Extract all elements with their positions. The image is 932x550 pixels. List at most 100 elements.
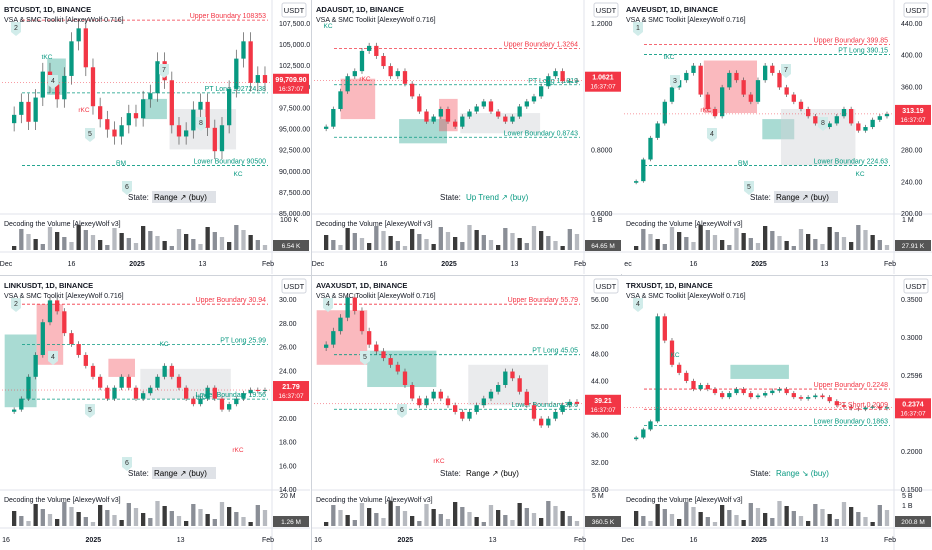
x-tick-label: 2025	[751, 537, 767, 544]
candle-body	[517, 106, 522, 117]
volume-indicator-label[interactable]: Decoding the Volume [AlexeyWolf v3]	[316, 497, 433, 504]
volume-bar	[388, 501, 393, 526]
volume-bar	[33, 504, 38, 526]
chart-panel-link[interactable]: USDT30.0028.0026.0024.0022.0020.0018.001…	[0, 276, 310, 550]
candle-body	[546, 418, 551, 426]
candle-body	[481, 398, 486, 406]
chart-panel-btc[interactable]: USDT107,500.00105,000.00102,500.00100,00…	[0, 0, 310, 274]
volume-indicator-label[interactable]: Decoding the Volume [AlexeyWolf v3]	[4, 497, 121, 504]
volume-bar	[69, 242, 74, 250]
volume-indicator-label[interactable]: Decoding the Volume [AlexeyWolf v3]	[626, 221, 743, 228]
volume-bar	[784, 506, 789, 526]
volume-bar	[205, 514, 210, 526]
chart-panel-avax[interactable]: USDT56.0052.0048.0044.0040.0036.0032.002…	[312, 276, 622, 550]
x-tick-label: 13	[177, 537, 185, 544]
currency-badge[interactable]	[593, 278, 619, 294]
wave-marker	[360, 351, 370, 365]
chart-title[interactable]: LINKUSDT, 1D, BINANCE	[4, 281, 93, 290]
volume-bar	[798, 229, 804, 250]
candle-body	[634, 181, 639, 183]
chart-title[interactable]: AAVEUSDT, 1D, BINANCE	[626, 5, 718, 14]
volume-bar	[205, 227, 210, 250]
chart-panel-aave[interactable]: USDT440.00400.00360.00320.00280.00240.00…	[622, 0, 932, 274]
volume-bar	[12, 246, 17, 250]
volume-bar	[705, 517, 710, 526]
candle-body	[255, 75, 260, 83]
volume-bar	[546, 236, 551, 250]
volume-bar	[720, 505, 725, 526]
volume-indicator-label[interactable]: Decoding the Volume [AlexeyWolf v3]	[626, 497, 743, 504]
kc-marker: tKC	[664, 54, 675, 61]
candle-body	[119, 376, 124, 388]
candle-body	[453, 121, 458, 127]
candle-body	[748, 94, 753, 102]
candle-body	[219, 125, 225, 152]
indicator-label[interactable]: VSA & SMC Toolkit [AlexeyWolf 0.716]	[4, 293, 124, 300]
indicator-label[interactable]: VSA & SMC Toolkit [AlexeyWolf 0.716]	[316, 17, 436, 24]
chart-title[interactable]: ADAUSDT, 1D, BINANCE	[316, 5, 404, 14]
candle-body	[119, 125, 124, 137]
boundary-label: PT Long 25.99	[220, 338, 266, 345]
volume-bar	[648, 521, 653, 526]
volume-bar	[191, 239, 196, 250]
indicator-label[interactable]: VSA & SMC Toolkit [AlexeyWolf 0.716]	[4, 17, 124, 24]
currency-badge[interactable]	[903, 278, 929, 294]
x-tick-label: 16	[314, 537, 322, 544]
smc-zone	[367, 350, 437, 388]
volume-bar	[112, 515, 117, 526]
volume-bar	[553, 506, 558, 526]
volume-indicator-label[interactable]: Decoding the Volume [AlexeyWolf v3]	[4, 221, 121, 228]
volume-bar	[410, 229, 415, 250]
chart-svg-btc: USDT107,500.00105,000.00102,500.00100,00…	[0, 0, 310, 274]
last-price-value: 39.21	[594, 398, 612, 405]
volume-bar	[90, 522, 96, 526]
y-tick-label: 92,500.00	[279, 148, 310, 155]
volume-bar	[324, 522, 329, 526]
x-tick-label: Dec	[0, 261, 13, 268]
volume-bar	[417, 234, 422, 250]
currency-badge[interactable]	[281, 2, 307, 18]
indicator-label[interactable]: VSA & SMC Toolkit [AlexeyWolf 0.716]	[626, 17, 746, 24]
wave-marker-label: 3	[673, 78, 677, 85]
chart-title[interactable]: BTCUSDT, 1D, BINANCE	[4, 5, 91, 14]
volume-bar	[510, 520, 515, 526]
candle-body	[227, 404, 232, 410]
volume-bar	[176, 229, 182, 250]
y-tick-label: 44.00	[591, 378, 609, 385]
candle-body	[133, 113, 139, 119]
boundary-label: Lower Boundary 33.6	[511, 402, 578, 409]
indicator-label[interactable]: VSA & SMC Toolkit [AlexeyWolf 0.716]	[316, 293, 436, 300]
volume-bar	[720, 240, 725, 250]
volume-bar	[47, 227, 53, 250]
chart-title[interactable]: AVAXUSDT, 1D, BINANCE	[316, 281, 407, 290]
kc-marker: KC	[233, 171, 242, 178]
volume-bar	[241, 517, 246, 526]
last-price-badge	[273, 381, 309, 402]
chart-title[interactable]: TRXUSDT, 1D, BINANCE	[626, 281, 713, 290]
candle-body	[856, 408, 861, 410]
candle-body	[198, 101, 203, 110]
indicator-label[interactable]: VSA & SMC Toolkit [AlexeyWolf 0.716]	[626, 293, 746, 300]
candle-body	[234, 58, 239, 89]
x-tick-label: Dec	[312, 261, 325, 268]
currency-badge[interactable]	[593, 2, 619, 18]
volume-value: 360.5 K	[592, 519, 615, 526]
volume-bar	[184, 234, 189, 250]
volume-bar	[560, 246, 565, 250]
volume-indicator-label[interactable]: Decoding the Volume [AlexeyWolf v3]	[316, 221, 433, 228]
chart-panel-trx[interactable]: USDT 0.3500 0.3000 0.2596 0.2374 0.2000 0.1500…	[622, 276, 932, 550]
volume-bar	[227, 507, 232, 526]
countdown-time: 16:37:07	[900, 117, 926, 124]
wave-marker-label: 8	[199, 120, 203, 127]
candle-body	[352, 297, 357, 311]
candle-body	[241, 393, 246, 399]
volume-bar	[410, 516, 415, 526]
currency-badge[interactable]	[281, 278, 307, 294]
candle-body	[141, 99, 146, 119]
currency-badge[interactable]	[903, 2, 929, 18]
smc-zone	[468, 364, 549, 406]
candle-body	[684, 372, 689, 381]
candle-body	[684, 72, 689, 81]
